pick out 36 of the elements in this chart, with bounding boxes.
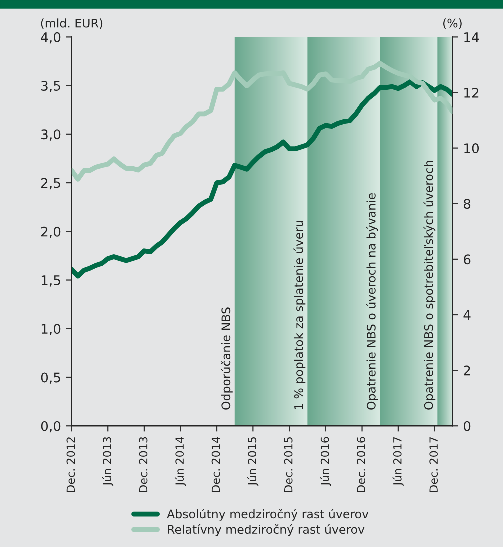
y2-tick-label: 4: [464, 310, 471, 320]
y-tick-label: 4,0: [41, 32, 61, 44]
y-tick-label: 0,0: [41, 421, 61, 433]
y-tick-label: 2,5: [41, 178, 60, 190]
band-label: Opatrenie NBS o spotrebiteľských úveroch: [424, 161, 436, 410]
y-tick-label: 1,0: [42, 324, 61, 336]
x-tick-label: Jún 2015: [248, 438, 259, 486]
y-tick-label: 3,0: [42, 130, 61, 141]
x-tick-label: Jún 2013: [102, 437, 114, 486]
y-tick-label: 1,5: [42, 276, 60, 287]
y2-tick-label: 12: [464, 88, 479, 98]
legend-label: Relatívny medziročný rast úverov: [168, 524, 365, 536]
y2-tick-label: 8: [464, 199, 471, 210]
x-tick-label: Dec. 2013: [139, 437, 148, 492]
x-tick-label: Dec. 2017: [430, 437, 438, 492]
x-tick-label: Dec. 2015: [284, 438, 293, 492]
y-tick-label: 0,5: [41, 372, 60, 384]
legend-label: Absolútny medziročný rast úverov: [167, 509, 369, 521]
y2-tick-label: 10: [464, 144, 480, 154]
band-label: Odporúčanie NBS: [220, 308, 233, 410]
y2-tick-label: 2: [464, 366, 470, 376]
band-label: 1 % poplatok za splatenie úveru: [294, 221, 306, 410]
x-tick-label: Dec. 2012: [66, 438, 76, 492]
y2-tick-label: 14: [464, 32, 480, 42]
y-axis-title: (mld. EUR): [41, 18, 103, 30]
x-tick-label: Dec. 2016: [357, 437, 366, 492]
y2-tick-label: 0: [464, 421, 471, 432]
band-label: Opatrenie NBS o úveroch na bývanie: [366, 193, 378, 410]
y-tick-label: 2,0: [41, 226, 61, 238]
y-tick-label: 3,5: [42, 81, 60, 92]
y2-axis-title: (%): [444, 18, 462, 30]
x-tick-label: Jún 2014: [174, 437, 186, 486]
x-tick-label: Dec. 2014: [212, 437, 220, 492]
x-tick-label: Jún 2017: [392, 437, 404, 486]
y2-tick-label: 6: [464, 254, 471, 265]
x-tick-label: Jún 2016: [320, 437, 332, 486]
